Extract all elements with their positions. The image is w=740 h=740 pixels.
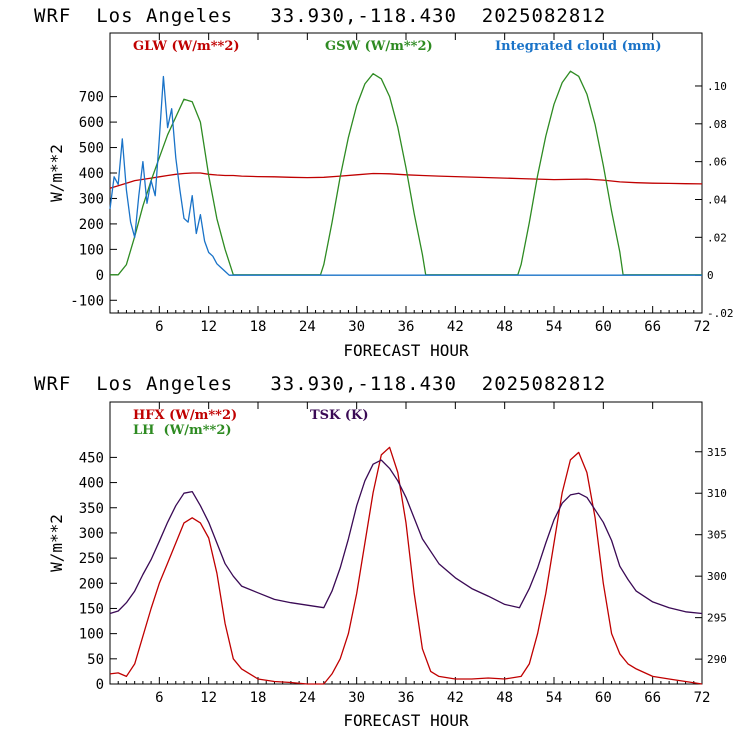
x-axis-label: FORECAST HOUR: [343, 711, 469, 730]
x-tick-label: 72: [694, 319, 711, 335]
series-line-0: [109, 172, 703, 189]
y-tick-label: 50: [87, 652, 104, 668]
x-tick-label: 24: [299, 690, 316, 706]
y-axis-label: W/m**2: [47, 144, 66, 202]
y-tick-label: 500: [79, 141, 104, 157]
x-tick-label: 42: [447, 319, 464, 335]
x-tick-label: 6: [155, 690, 163, 706]
y-tick-label: 350: [79, 501, 104, 517]
y-tick-label: 700: [79, 90, 104, 106]
series-line-2: [109, 75, 702, 276]
x-tick-label: 12: [200, 319, 217, 335]
chart-header: WRF Los Angeles 33.930,-118.430 20250828…: [34, 5, 606, 27]
legend-entry-0: GLW (W/m**2): [133, 39, 240, 54]
x-tick-label: 36: [398, 319, 415, 335]
y2-tick-label: .02: [707, 231, 727, 244]
series-line-0: [109, 446, 703, 685]
y2-tick-label: .08: [707, 118, 727, 131]
y2-tick-label: 295: [707, 612, 727, 625]
y2-tick-label: 315: [707, 446, 727, 459]
y2-tick-label: 305: [707, 529, 727, 542]
x-tick-label: 18: [250, 319, 267, 335]
series-line-1: [110, 70, 702, 276]
y-tick-label: 450: [79, 450, 104, 466]
legend-entry-1: GSW (W/m**2): [325, 39, 433, 54]
y-tick-label: 200: [79, 217, 104, 233]
x-axis-label: FORECAST HOUR: [343, 341, 469, 360]
y2-tick-label: .10: [707, 80, 727, 93]
x-tick-label: 42: [447, 690, 464, 706]
x-tick-label: 12: [200, 690, 217, 706]
chart-header: WRF Los Angeles 33.930,-118.430 20250828…: [34, 373, 606, 395]
x-tick-label: 66: [644, 319, 661, 335]
plot-frame: [109, 401, 703, 685]
y2-tick-label: 0: [707, 269, 714, 282]
legend-entry-2: TSK (K): [310, 408, 369, 423]
legend-entry-1: LH (W/m**2): [133, 423, 232, 438]
y2-tick-label: -.02: [707, 307, 734, 320]
y-tick-label: 600: [79, 115, 104, 131]
y-tick-label: 300: [79, 526, 104, 542]
x-tick-label: 48: [496, 319, 513, 335]
x-tick-label: 60: [595, 319, 612, 335]
x-tick-label: 48: [496, 690, 513, 706]
y2-tick-label: 300: [707, 570, 727, 583]
y-axis-label: W/m**2: [47, 514, 66, 572]
y-tick-label: 0: [96, 268, 104, 284]
x-tick-label: 6: [155, 319, 163, 335]
x-tick-label: 36: [398, 690, 415, 706]
y-tick-label: 400: [79, 476, 104, 492]
y2-tick-label: .04: [707, 193, 727, 206]
y-tick-label: 200: [79, 576, 104, 592]
legend-entry-0: HFX (W/m**2): [133, 408, 237, 423]
y-tick-label: 150: [79, 601, 104, 617]
x-tick-label: 72: [694, 690, 711, 706]
y-tick-label: -100: [70, 293, 104, 309]
legend-entry-2: Integrated cloud (mm): [495, 39, 661, 54]
x-tick-label: 30: [348, 690, 365, 706]
x-tick-label: 18: [250, 690, 267, 706]
y-tick-label: 100: [79, 627, 104, 643]
y-tick-label: 300: [79, 191, 104, 207]
y2-tick-label: 310: [707, 487, 727, 500]
y2-tick-label: 290: [707, 653, 727, 666]
y2-tick-label: .06: [707, 156, 727, 169]
x-tick-label: 30: [348, 319, 365, 335]
x-tick-label: 24: [299, 319, 316, 335]
x-tick-label: 54: [546, 690, 563, 706]
x-tick-label: 66: [644, 690, 661, 706]
y-tick-label: 0: [96, 677, 104, 693]
y-tick-label: 250: [79, 551, 104, 567]
y-tick-label: 100: [79, 242, 104, 258]
x-tick-label: 54: [546, 319, 563, 335]
series-line-2: [109, 459, 703, 615]
y-tick-label: 400: [79, 166, 104, 182]
x-tick-label: 60: [595, 690, 612, 706]
chart-panel-1: WRF Los Angeles 33.930,-118.430 20250828…: [34, 5, 734, 360]
chart-panel-2: WRF Los Angeles 33.930,-118.430 20250828…: [34, 373, 727, 730]
